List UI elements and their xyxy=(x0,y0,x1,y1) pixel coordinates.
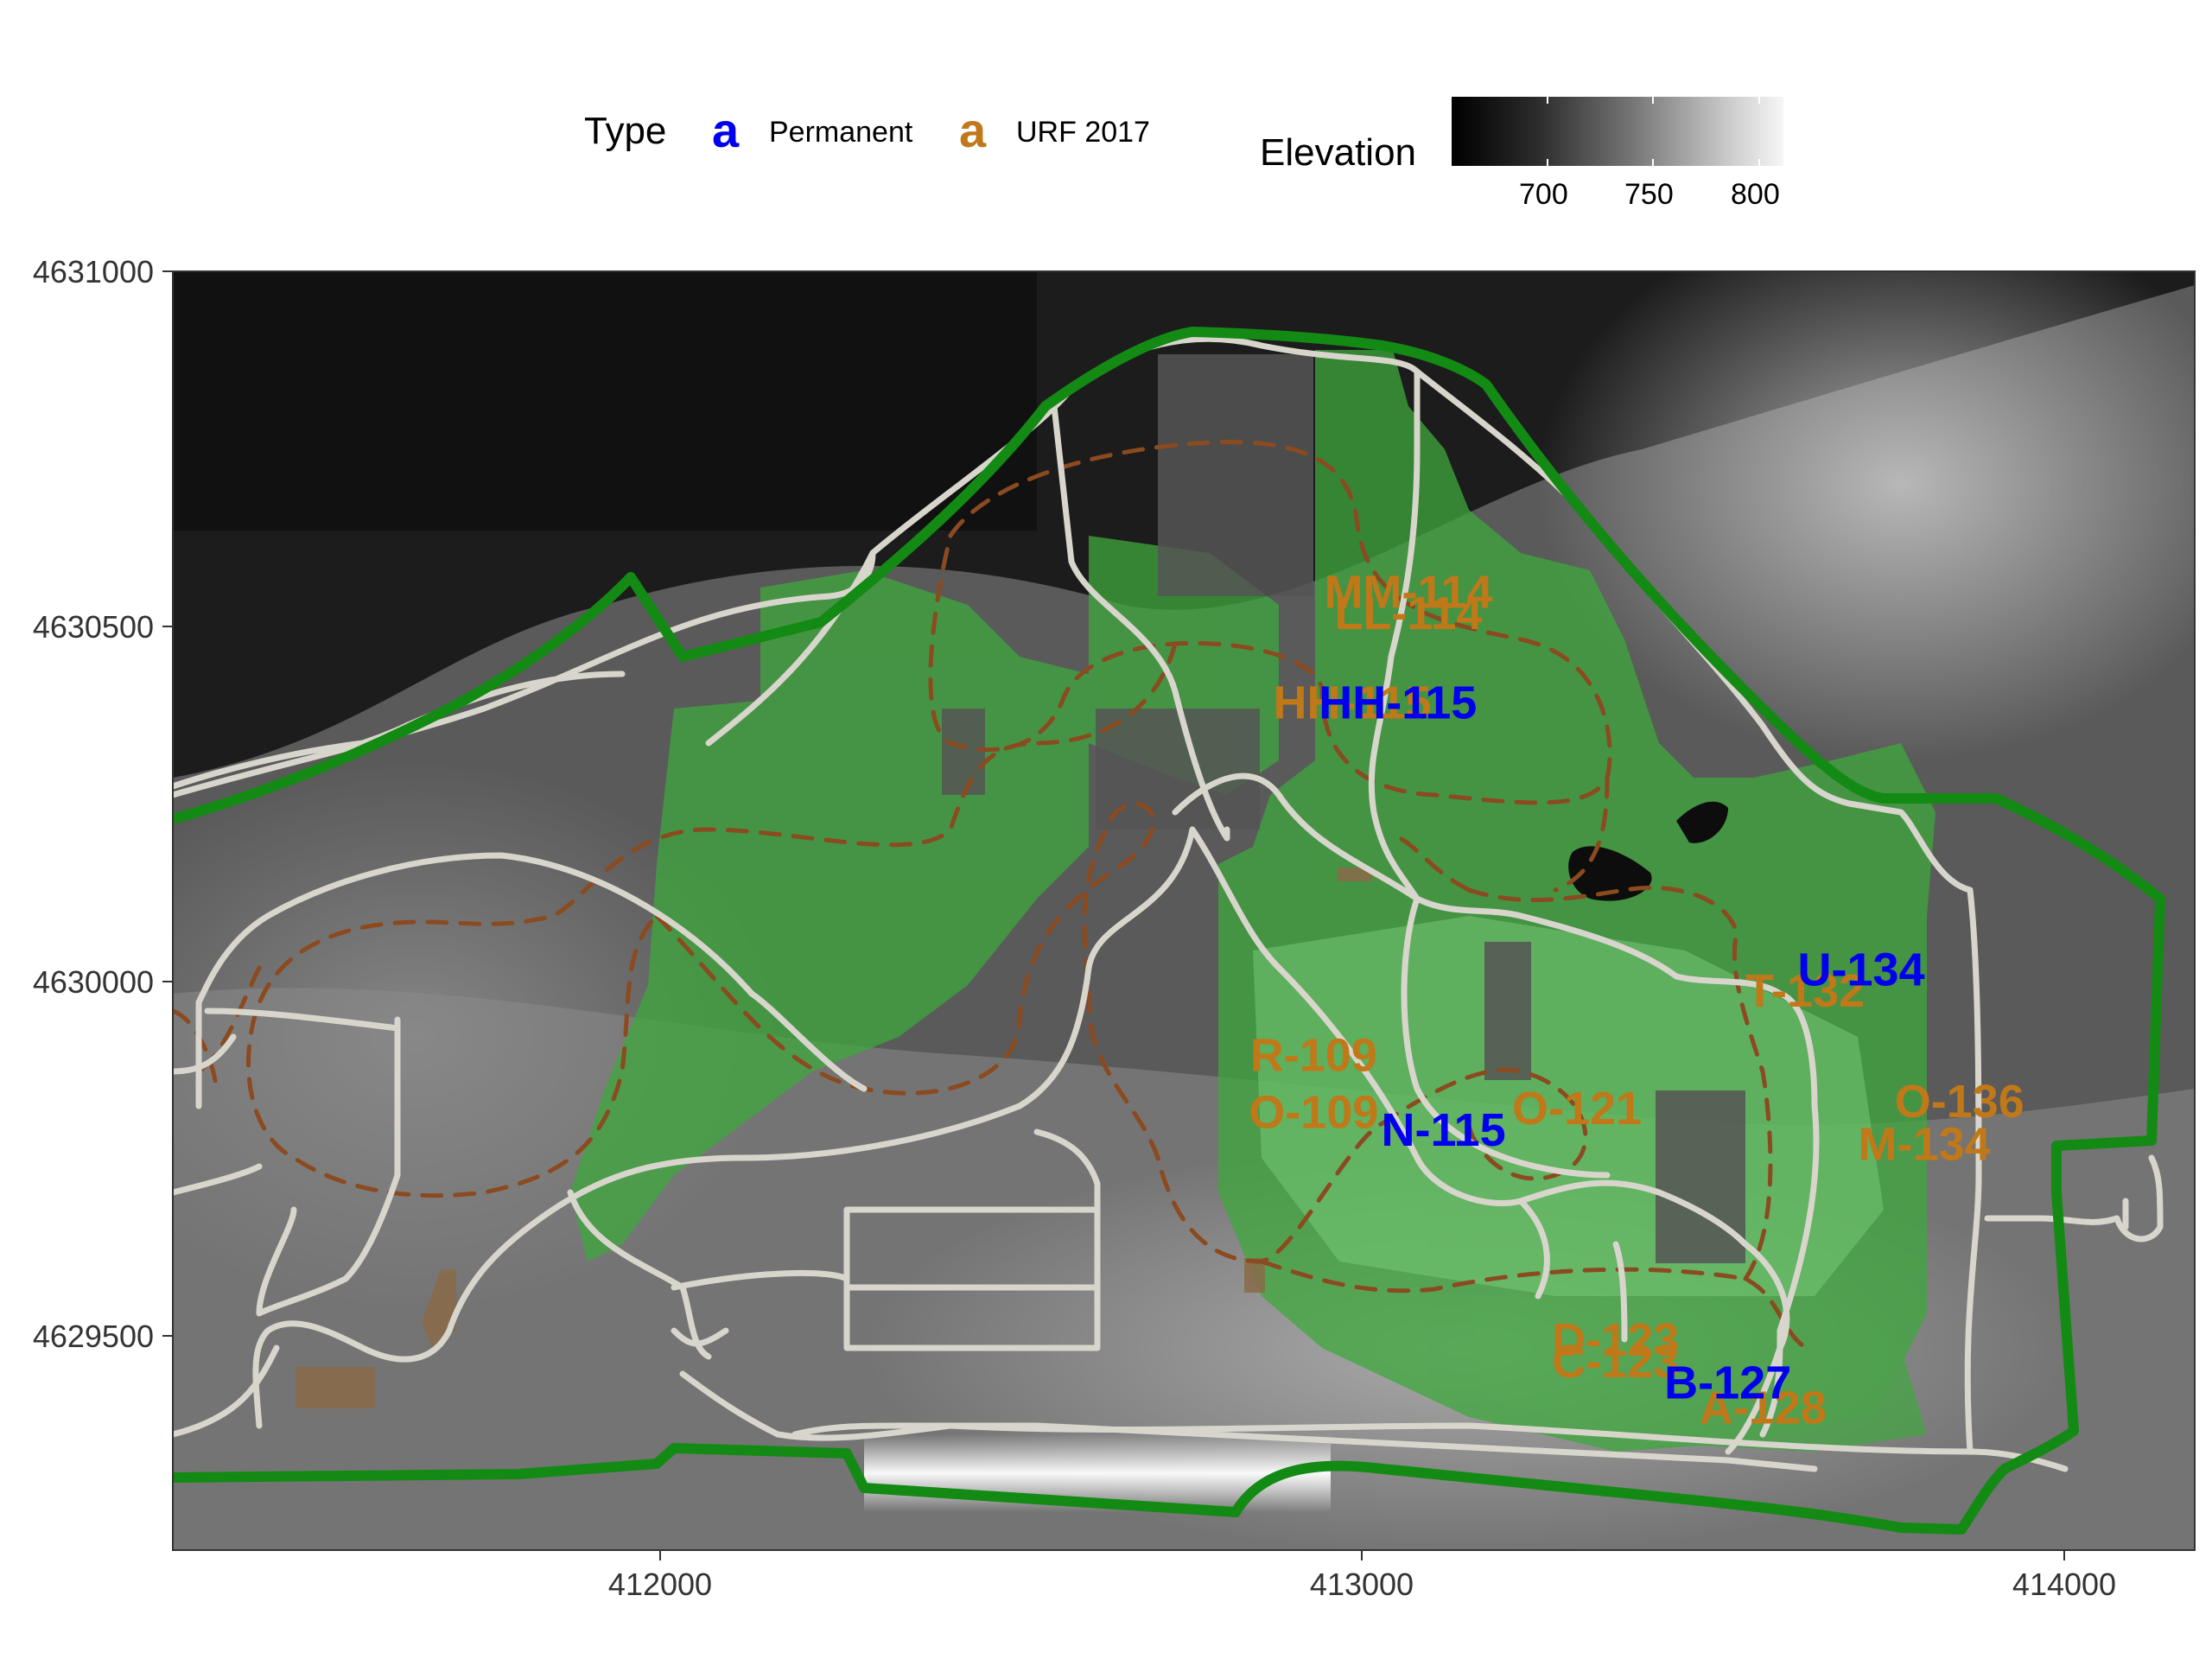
y-axis xyxy=(162,270,173,1337)
dark-northwest xyxy=(173,271,1037,531)
roads xyxy=(173,335,2164,1472)
legend-label-urf: URF 2017 xyxy=(1016,116,1150,149)
colorbar-tick xyxy=(1758,159,1760,166)
legend-key-urf: a xyxy=(959,103,987,157)
site-label-mm-114: MM-114 xyxy=(1324,566,1492,618)
x-axis xyxy=(659,1550,2065,1560)
colorbar-tick xyxy=(1652,97,1654,104)
site-label-hh-115: HH-115 xyxy=(1273,677,1431,728)
site-label-o-109: O-109 xyxy=(1249,1086,1378,1138)
site-label-o-121: O-121 xyxy=(1512,1083,1642,1135)
x-tick-label: 414000 xyxy=(2012,1567,2116,1602)
elevation-colorbar xyxy=(1452,97,1783,166)
legend-type-title: Type xyxy=(584,110,667,152)
site-label-t-132: T-132 xyxy=(1745,965,1865,1017)
y-tick-label: 4629500 xyxy=(33,1319,154,1354)
colorbar-label-700: 700 xyxy=(1519,178,1568,211)
site-label-b-127: B-127 xyxy=(1664,1357,1791,1409)
site-label-a-128: A-128 xyxy=(1700,1382,1827,1433)
legend-elevation-title: Elevation xyxy=(1260,131,1417,174)
colorbar-tick xyxy=(1758,97,1760,104)
y-tick-label: 4630000 xyxy=(33,964,154,1000)
site-label-u-134: U-134 xyxy=(1798,944,1925,995)
panel-border xyxy=(172,270,2196,1551)
site-label-d-123: D-123 xyxy=(1552,1314,1679,1366)
clearings xyxy=(942,354,1745,1263)
legend: Type a Permanent a URF 2017 Elevation 70… xyxy=(0,0,2212,259)
legend-label-permanent: Permanent xyxy=(769,116,913,149)
boundary xyxy=(173,327,2165,1535)
colorbar-tick xyxy=(1547,159,1548,166)
site-label-r-109: R-109 xyxy=(1250,1029,1377,1081)
colorbar-tick xyxy=(1547,97,1548,104)
colorbar-tick xyxy=(1652,159,1654,166)
site-label-c-123: C-123 xyxy=(1552,1336,1679,1388)
buildings xyxy=(296,868,1372,1408)
site-label-n-115: N-115 xyxy=(1382,1104,1506,1156)
legend-key-permanent: a xyxy=(712,103,740,157)
y-tick-label: 4630500 xyxy=(33,609,154,645)
site-label-m-134: M-134 xyxy=(1859,1118,1991,1170)
site-label-hh-115: HH-115 xyxy=(1319,677,1477,728)
hill-northeast xyxy=(1538,271,2195,760)
site-label-o-136: O-136 xyxy=(1895,1076,2024,1128)
x-tick-label: 412000 xyxy=(608,1567,712,1602)
colorbar-label-800: 800 xyxy=(1731,178,1780,211)
x-tick-label: 413000 xyxy=(1310,1567,1414,1602)
colorbar-label-750: 750 xyxy=(1624,178,1674,211)
site-label-ll-114: LL-114 xyxy=(1334,588,1482,639)
y-tick-label: 4631000 xyxy=(33,254,154,289)
